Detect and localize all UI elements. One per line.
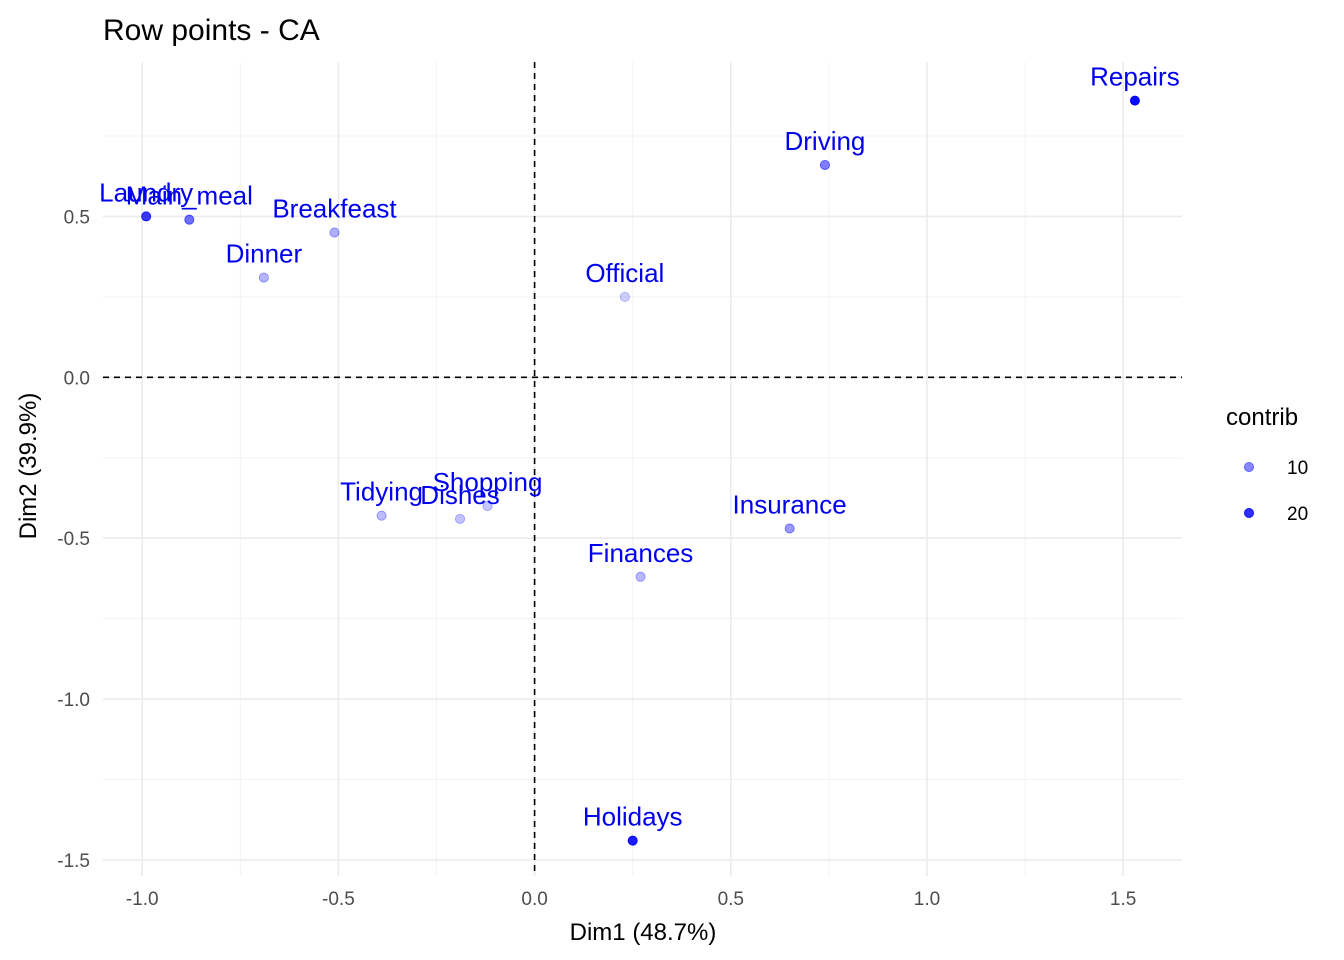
point-label: Breakfeast — [272, 194, 397, 224]
legend-swatch — [1244, 461, 1255, 472]
data-point — [482, 500, 493, 511]
data-point — [376, 510, 387, 521]
data-points — [141, 95, 1140, 846]
legend-swatch — [1244, 507, 1255, 518]
data-point — [635, 571, 646, 582]
point-label: Finances — [588, 538, 694, 568]
x-tick-label: 0.5 — [718, 889, 744, 910]
legend-entries: 10 20 — [1244, 458, 1308, 525]
point-label: Dinner — [226, 239, 303, 269]
chart-title: Row points - CA — [103, 14, 320, 47]
y-tick-label: 0.0 — [64, 368, 90, 389]
y-axis-title: Dim2 (39.9%) — [15, 393, 42, 540]
point-label: Shopping — [433, 467, 543, 497]
x-tick-label: 0.0 — [521, 889, 547, 910]
point-label: Insurance — [733, 490, 847, 520]
data-point — [784, 523, 795, 534]
data-point — [627, 835, 638, 846]
point-label: Repairs — [1090, 62, 1180, 92]
x-axis-ticks: -1.0 -0.5 0.0 0.5 1.0 1.5 — [126, 889, 1136, 910]
legend-label: 10 — [1287, 458, 1308, 479]
point-label: Official — [585, 258, 664, 288]
x-tick-label: -0.5 — [322, 889, 355, 910]
data-point — [184, 214, 195, 225]
point-label: Driving — [784, 126, 865, 156]
x-tick-label: -1.0 — [126, 889, 159, 910]
point-labels: LaundryMain_mealDinnerBreakfeastTidyingD… — [99, 62, 1180, 832]
y-tick-label: -0.5 — [57, 529, 90, 550]
data-point — [258, 272, 269, 283]
point-label: Dishes — [420, 480, 499, 510]
y-tick-label: 0.5 — [64, 207, 90, 228]
y-tick-label: -1.0 — [57, 690, 90, 711]
legend: contrib 10 20 — [1226, 404, 1308, 525]
point-label: Main_meal — [126, 181, 253, 211]
data-point — [455, 513, 466, 524]
data-point — [619, 291, 630, 302]
point-label: Holidays — [583, 802, 683, 832]
data-point — [1129, 95, 1140, 106]
data-point — [819, 159, 830, 170]
x-tick-label: 1.0 — [914, 889, 940, 910]
y-axis-ticks: -1.5 -1.0 -0.5 0.0 0.5 — [57, 207, 90, 871]
legend-title: contrib — [1226, 404, 1298, 431]
legend-label: 20 — [1287, 504, 1308, 525]
point-label: Tidying — [340, 477, 423, 507]
grid — [103, 62, 1182, 876]
y-tick-label: -1.5 — [57, 851, 90, 872]
x-axis-title: Dim1 (48.7%) — [570, 919, 717, 946]
data-point — [329, 227, 340, 238]
data-point — [141, 211, 152, 222]
x-tick-label: 1.5 — [1110, 889, 1136, 910]
reference-lines — [103, 62, 1182, 876]
point-label: Laundry — [99, 177, 193, 207]
